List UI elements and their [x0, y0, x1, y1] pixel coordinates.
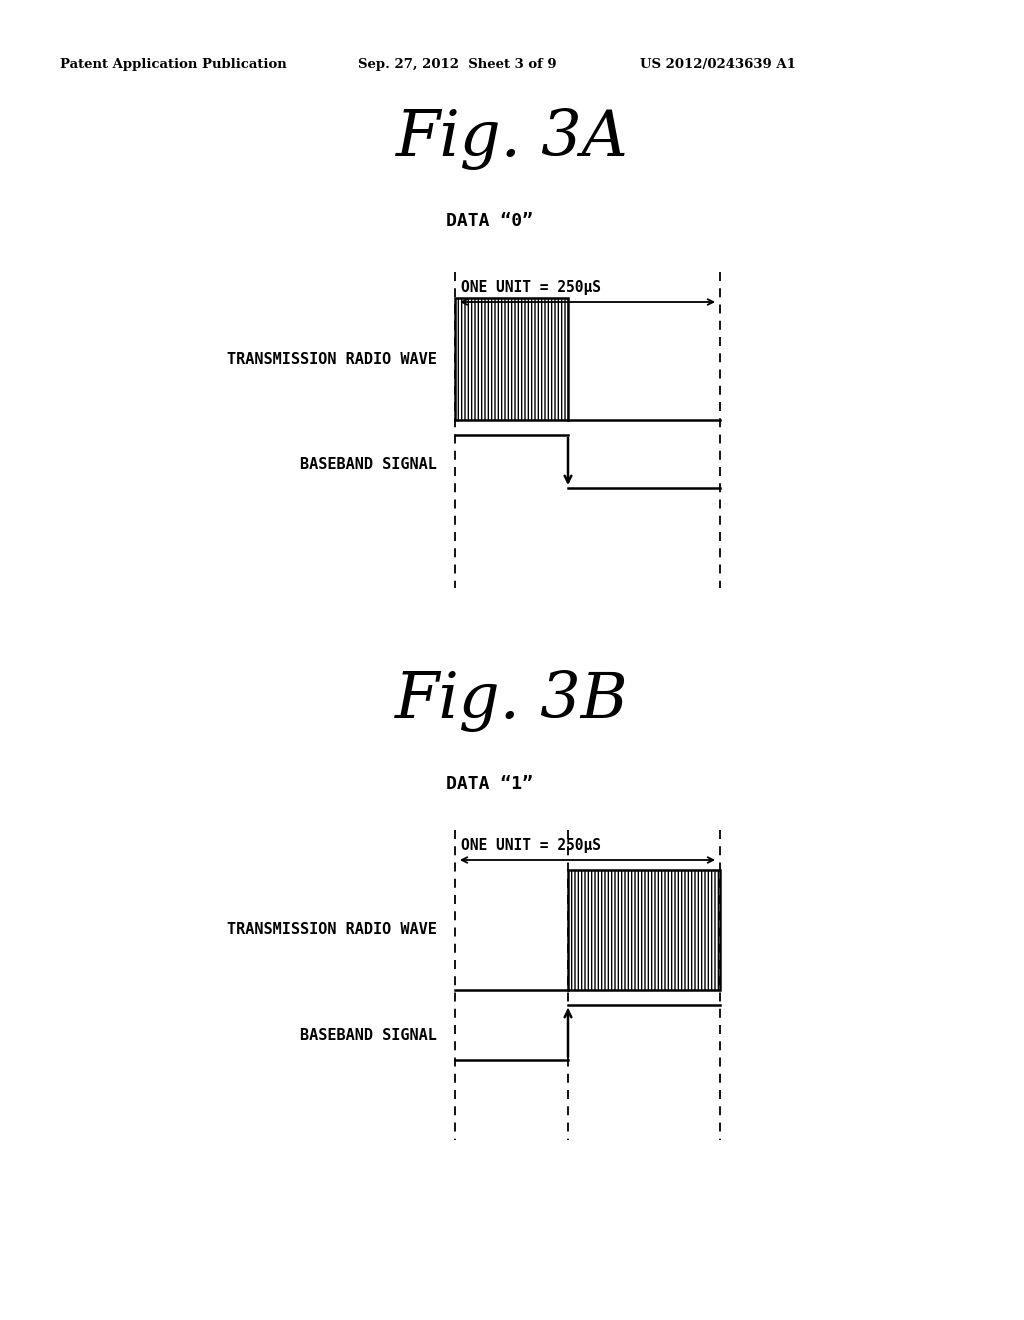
Text: TRANSMISSION RADIO WAVE: TRANSMISSION RADIO WAVE — [227, 923, 437, 937]
Text: Fig. 3A: Fig. 3A — [395, 108, 629, 170]
Text: ONE UNIT = 250μS: ONE UNIT = 250μS — [461, 280, 601, 294]
Text: Fig. 3B: Fig. 3B — [395, 671, 629, 733]
Text: DATA “1”: DATA “1” — [446, 775, 534, 793]
Bar — [568, 870, 720, 990]
Text: BASEBAND SIGNAL: BASEBAND SIGNAL — [300, 1028, 437, 1043]
Text: US 2012/0243639 A1: US 2012/0243639 A1 — [640, 58, 796, 71]
Text: TRANSMISSION RADIO WAVE: TRANSMISSION RADIO WAVE — [227, 351, 437, 367]
Text: Patent Application Publication: Patent Application Publication — [60, 58, 287, 71]
Text: Sep. 27, 2012  Sheet 3 of 9: Sep. 27, 2012 Sheet 3 of 9 — [358, 58, 557, 71]
Bar — [455, 298, 568, 420]
Text: BASEBAND SIGNAL: BASEBAND SIGNAL — [300, 457, 437, 473]
Text: ONE UNIT = 250μS: ONE UNIT = 250μS — [461, 838, 601, 853]
Text: DATA “0”: DATA “0” — [446, 213, 534, 230]
